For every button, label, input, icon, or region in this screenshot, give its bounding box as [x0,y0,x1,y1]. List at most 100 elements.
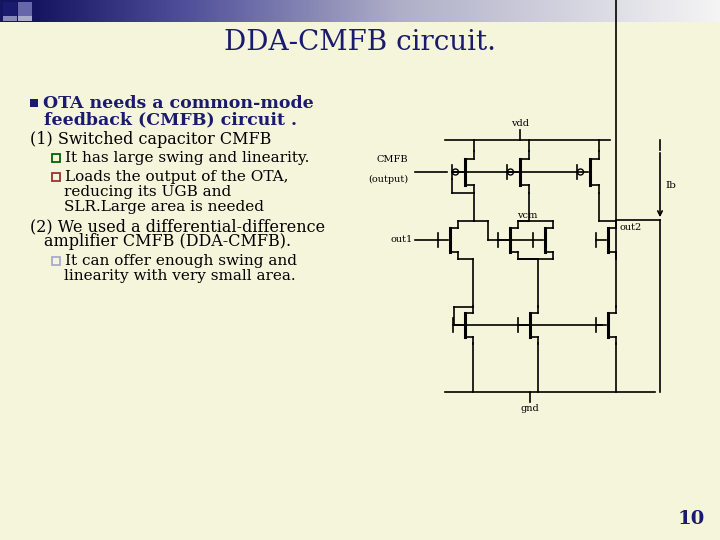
Bar [218,0,220,22]
Bar [53,0,54,22]
Bar [673,0,675,22]
Bar [47,0,49,22]
Bar [157,0,159,22]
Bar [491,0,492,22]
Bar [639,0,641,22]
Bar [649,0,652,22]
Bar [648,0,649,22]
Bar [603,0,605,22]
Bar [678,0,680,22]
Bar [119,0,121,22]
Bar [318,0,320,22]
Bar [451,0,453,22]
Bar [644,0,646,22]
Bar [193,0,195,22]
Bar [92,0,94,22]
Bar [446,0,448,22]
Bar [682,0,684,22]
Bar [96,0,97,22]
Bar [505,0,507,22]
Bar [359,0,361,22]
Bar [418,0,420,22]
Bar [121,0,122,22]
Bar [229,0,231,22]
Bar [623,0,624,22]
Bar [429,0,431,22]
Bar [363,0,364,22]
Bar [549,0,550,22]
Bar [467,0,469,22]
Bar [177,0,179,22]
Bar [509,0,510,22]
Bar [478,0,480,22]
Bar [545,0,546,22]
Bar [11,0,13,22]
Bar [366,0,368,22]
Bar [525,0,527,22]
Bar [18,0,20,22]
Bar [238,0,240,22]
Bar [624,0,626,22]
Bar [339,0,341,22]
Bar [300,0,302,22]
Bar [316,0,318,22]
Bar [653,0,655,22]
Bar [166,0,168,22]
Bar [150,0,152,22]
Text: 10: 10 [678,510,705,528]
Bar [332,0,334,22]
Bar [612,0,613,22]
Bar [431,0,433,22]
Bar [240,0,242,22]
Bar [534,0,536,22]
Bar [54,0,56,22]
Bar [328,0,330,22]
Bar [390,0,392,22]
Bar [539,0,541,22]
Bar [112,0,114,22]
Bar [58,0,60,22]
Bar [272,0,274,22]
Bar [156,0,157,22]
Bar [428,0,429,22]
Bar [125,0,126,22]
Bar [707,0,709,22]
Bar [424,0,426,22]
Bar [42,0,43,22]
Bar [3,16,17,21]
Bar [220,0,222,22]
Bar [641,0,642,22]
Bar [204,0,206,22]
Bar [464,0,466,22]
Bar [469,0,471,22]
Bar [137,0,139,22]
Bar [716,0,718,22]
Bar [30,99,38,107]
Bar [274,0,276,22]
Bar [49,0,50,22]
Bar [267,0,269,22]
Bar [76,0,78,22]
Bar [502,0,503,22]
Bar [377,0,379,22]
Bar [516,0,518,22]
Bar [411,0,413,22]
Bar [630,0,631,22]
Bar [399,0,400,22]
Bar [616,0,617,22]
Bar [514,0,516,22]
Bar [680,0,682,22]
Bar [130,0,132,22]
Bar [709,0,711,22]
Bar [22,0,24,22]
Bar [605,0,606,22]
Bar [43,0,45,22]
Bar [492,0,495,22]
Bar [247,0,249,22]
Bar [89,0,90,22]
Bar [631,0,634,22]
Bar [368,0,370,22]
Bar [13,0,14,22]
Bar [143,0,145,22]
Bar [484,0,485,22]
